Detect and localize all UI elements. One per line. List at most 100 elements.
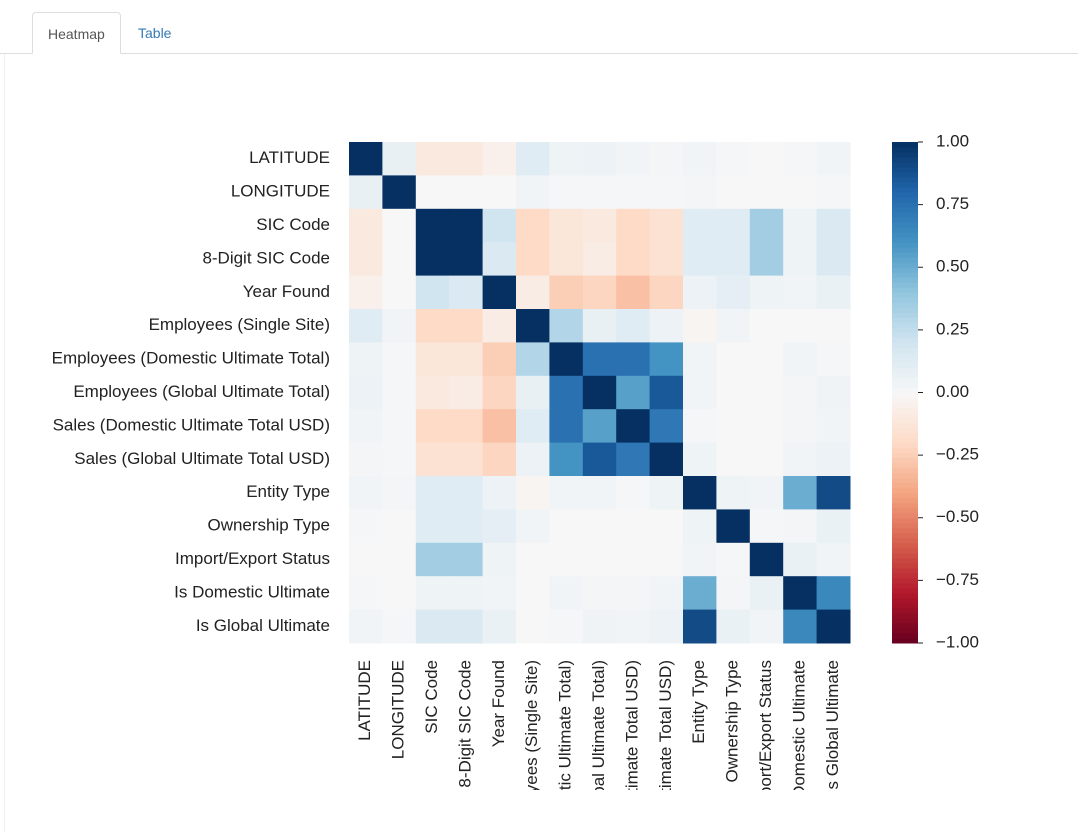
colorbar-segment	[892, 237, 918, 243]
heatmap-cell	[349, 409, 383, 444]
heatmap-cell	[482, 609, 517, 644]
tab[interactable]: Table	[138, 25, 172, 41]
heatmap-cell	[716, 242, 751, 277]
heatmap-cell	[749, 542, 784, 577]
heatmap-cell	[582, 242, 617, 277]
heatmap-cell	[783, 542, 818, 577]
heatmap-cell	[349, 175, 383, 210]
y-tick-label: Ownership Type	[207, 516, 330, 535]
heatmap-cell	[749, 409, 784, 444]
heatmap-cell	[616, 442, 651, 477]
heatmap-cell	[649, 375, 684, 410]
heatmap-cell	[549, 275, 584, 310]
y-tick-label: Employees (Single Site)	[149, 315, 330, 334]
heatmap-cell	[816, 208, 851, 243]
tab[interactable]: Heatmap	[32, 12, 121, 54]
heatmap-cell	[415, 576, 450, 611]
colorbar-segment	[892, 362, 918, 368]
heatmap-cell	[749, 509, 784, 544]
colorbar-segment	[892, 607, 918, 614]
heatmap-cell	[482, 309, 517, 343]
heatmap-cell	[449, 175, 484, 210]
heatmap-cell	[683, 576, 717, 611]
colorbar-tick-label: 0.75	[936, 194, 969, 213]
heatmap-cell	[415, 609, 450, 644]
colorbar-segment	[892, 467, 918, 474]
heatmap-cell	[582, 609, 617, 644]
heatmap-cell	[516, 609, 550, 644]
heatmap-cell	[482, 476, 517, 510]
colorbar-segment	[892, 312, 918, 318]
y-tick-label: Entity Type	[246, 482, 330, 501]
heatmap-cell	[415, 375, 450, 410]
colorbar-segment	[892, 227, 918, 233]
x-tick-label: LONGITUDE	[389, 660, 408, 759]
heatmap-cell	[816, 576, 851, 611]
heatmap-cell	[716, 409, 751, 444]
colorbar-segment	[892, 267, 918, 273]
heatmap-cell	[516, 175, 550, 210]
heatmap-cell	[783, 309, 818, 343]
y-tick-label: Employees (Global Ultimate Total)	[73, 382, 330, 401]
heatmap-cell	[683, 242, 717, 277]
colorbar-segment	[892, 472, 918, 479]
heatmap-cell	[683, 509, 717, 544]
heatmap-cell	[382, 275, 417, 310]
heatmap-cell	[382, 409, 417, 444]
heatmap-cell	[349, 208, 383, 243]
heatmap-cell	[516, 442, 550, 477]
y-tick-label: 8-Digit SIC Code	[202, 248, 330, 267]
heatmap-cell	[482, 509, 517, 544]
colorbar-segment	[892, 382, 918, 388]
x-tick-label: Is Domestic Ultimate	[789, 660, 808, 816]
colorbar-segment	[892, 582, 918, 589]
colorbar-segment	[892, 502, 918, 509]
colorbar-segment	[892, 292, 918, 298]
y-tick-label: Employees (Domestic Ultimate Total)	[52, 349, 330, 368]
heatmap-cell	[582, 142, 617, 176]
heatmap-cell	[749, 208, 784, 243]
colorbar-segment	[892, 477, 918, 484]
colorbar-segment	[892, 452, 918, 459]
colorbar-segment	[892, 262, 918, 268]
colorbar-segment	[892, 522, 918, 529]
heatmap-cell	[549, 375, 584, 410]
heatmap-cell	[382, 142, 417, 176]
heatmap-cell	[616, 576, 651, 611]
colorbar-tick-label: 1.00	[936, 131, 969, 150]
heatmap-cell	[449, 375, 484, 410]
heatmap-cell	[349, 309, 383, 343]
heatmap-cell	[482, 208, 517, 243]
heatmap-cell	[616, 309, 651, 343]
colorbar-segment	[892, 482, 918, 489]
heatmap-cell	[549, 208, 584, 243]
colorbar-segment	[892, 632, 918, 639]
colorbar-segment	[892, 542, 918, 549]
heatmap-cell	[616, 409, 651, 444]
heatmap-cell	[382, 576, 417, 611]
heatmap-cell	[516, 576, 550, 611]
colorbar-segment	[892, 392, 918, 399]
heatmap-cell	[382, 175, 417, 210]
colorbar-segment	[892, 192, 918, 198]
heatmap-cell	[349, 542, 383, 577]
heatmap-cell	[549, 509, 584, 544]
heatmap-cell	[549, 542, 584, 577]
x-tick-label: Entity Type	[689, 660, 708, 744]
heatmap-cell	[482, 175, 517, 210]
heatmap-cell	[549, 476, 584, 510]
colorbar-segment	[892, 302, 918, 308]
colorbar-segment	[892, 512, 918, 519]
heatmap-cell	[415, 509, 450, 544]
heatmap-cell	[516, 309, 550, 343]
heatmap-cell	[516, 342, 550, 377]
heatmap-cell	[382, 309, 417, 343]
heatmap-cell	[549, 175, 584, 210]
colorbar-segment	[892, 507, 918, 514]
heatmap-cell	[516, 242, 550, 277]
colorbar-segment	[892, 287, 918, 293]
heatmap-cell	[716, 609, 751, 644]
colorbar-segment	[892, 282, 918, 288]
heatmap-cell	[349, 242, 383, 277]
colorbar-segment	[892, 442, 918, 449]
